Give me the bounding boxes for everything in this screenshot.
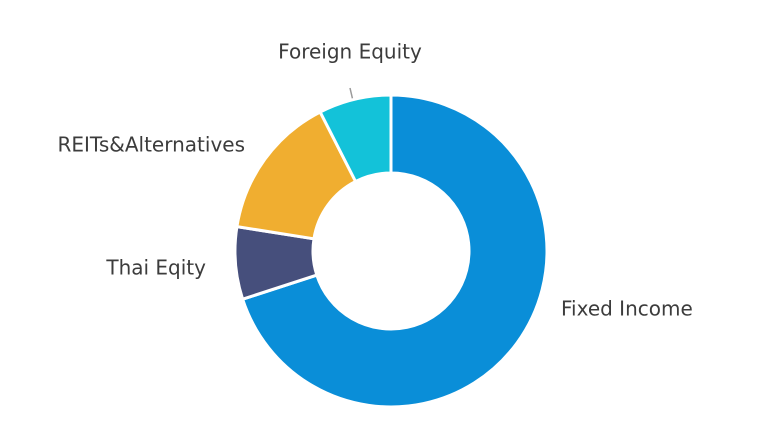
slice-label: Fixed Income [561, 297, 693, 321]
donut-slice [240, 93, 549, 409]
donut-slice [318, 93, 393, 184]
slice-label: REITs&Alternatives [58, 133, 246, 157]
donut-slice [235, 109, 358, 241]
slice-label: Foreign Equity [278, 40, 422, 64]
slice-label: Thai Eqity [105, 256, 206, 280]
